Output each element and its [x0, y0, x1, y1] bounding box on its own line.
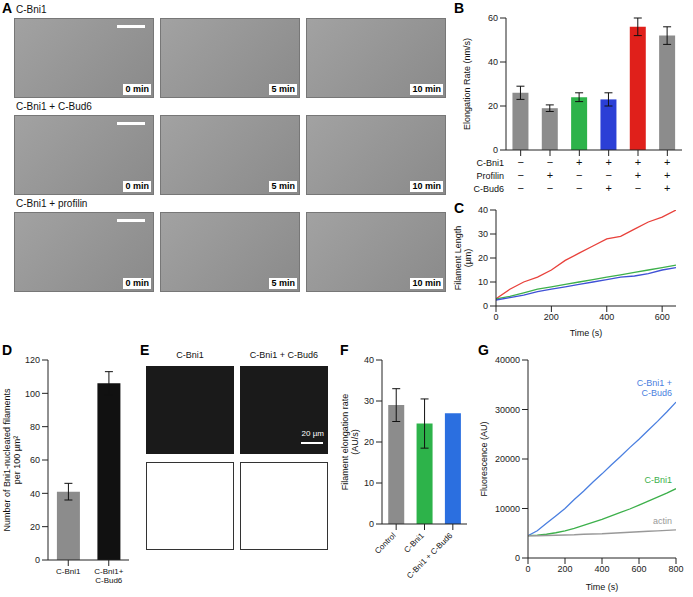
svg-text:C-Bni1 + C-Bud6: C-Bni1 + C-Bud6	[405, 531, 455, 581]
svg-text:40: 40	[488, 57, 498, 67]
svg-text:+: +	[547, 169, 553, 181]
html-text:C-Bni1 + C-Bud6: C-Bni1 + C-Bud6	[16, 101, 92, 112]
svg-text:10: 10	[364, 478, 374, 488]
svg-text:C-Bud6: C-Bud6	[473, 184, 504, 194]
svg-text:0: 0	[525, 564, 530, 574]
svg-text:Filament elongation rate(AU/s): Filament elongation rate(AU/s)	[340, 394, 360, 491]
svg-text:C-Bni1+C-Bud6: C-Bni1+C-Bud6	[94, 567, 123, 585]
svg-text:0: 0	[515, 553, 520, 563]
html-text:C: C	[454, 200, 465, 216]
svg-text:C-Bni1: C-Bni1	[476, 158, 504, 168]
svg-text:120: 120	[25, 355, 40, 365]
svg-text:−: −	[576, 169, 582, 181]
svg-text:−: −	[517, 169, 523, 181]
svg-text:40000: 40000	[495, 355, 520, 365]
svg-text:−: −	[547, 156, 553, 168]
svg-text:−: −	[635, 182, 641, 194]
html-text:B: B	[454, 0, 465, 16]
html-text:5 min: 5 min	[271, 181, 295, 191]
svg-text:−: −	[517, 182, 523, 194]
svg-text:600: 600	[631, 564, 646, 574]
svg-text:40: 40	[364, 355, 374, 365]
html-text:C-Bni1 + profilin: C-Bni1 + profilin	[16, 198, 88, 209]
svg-text:100: 100	[25, 389, 40, 399]
svg-text:+: +	[635, 169, 641, 181]
svg-text:C-Bni1: C-Bni1	[56, 567, 81, 576]
svg-text:−: −	[576, 182, 582, 194]
svg-text:10000: 10000	[495, 504, 520, 514]
svg-text:C-Bni1: C-Bni1	[644, 475, 672, 485]
html-text:D: D	[2, 342, 13, 358]
html-text:5 min: 5 min	[271, 278, 295, 288]
svg-text:400: 400	[599, 312, 614, 322]
svg-text:20: 20	[478, 253, 488, 263]
html-text:10 min: 10 min	[412, 84, 441, 94]
svg-text:0: 0	[35, 555, 40, 565]
svg-text:0: 0	[493, 312, 498, 322]
svg-text:30: 30	[478, 229, 488, 239]
svg-text:Profilin: Profilin	[476, 171, 504, 181]
svg-text:−: −	[605, 169, 611, 181]
html-text:A C-Bni1: A C-Bni1	[2, 0, 47, 16]
svg-text:40: 40	[478, 205, 488, 215]
svg-text:Filament Length(µm): Filament Length(µm)	[453, 226, 473, 291]
svg-text:800: 800	[668, 564, 683, 574]
svg-text:0: 0	[369, 519, 374, 529]
svg-text:Control: Control	[373, 531, 398, 556]
svg-text:20: 20	[488, 101, 498, 111]
html-text:C-Bni1: C-Bni1	[176, 350, 204, 360]
svg-text:20000: 20000	[495, 454, 520, 464]
svg-text:+: +	[605, 182, 611, 194]
html-text:G: G	[478, 342, 489, 358]
svg-text:C-Bni1 +C-Bud6: C-Bni1 +C-Bud6	[637, 378, 672, 398]
html-text:E: E	[140, 342, 150, 358]
svg-text:200: 200	[544, 312, 559, 322]
svg-text:30: 30	[364, 396, 374, 406]
svg-text:+: +	[576, 156, 582, 168]
svg-text:+: +	[605, 156, 611, 168]
svg-text:+: +	[664, 156, 670, 168]
html-text:0 min: 0 min	[125, 181, 149, 191]
html-text:C-Bni1 + C-Bud6: C-Bni1 + C-Bud6	[249, 350, 319, 360]
svg-text:80: 80	[30, 422, 40, 432]
svg-text:Time (s): Time (s)	[570, 328, 603, 338]
svg-text:40: 40	[30, 489, 40, 499]
html-text:0 min: 0 min	[125, 278, 149, 288]
svg-text:0: 0	[483, 301, 488, 311]
svg-text:0: 0	[493, 145, 498, 155]
svg-text:60: 60	[488, 13, 498, 23]
svg-text:Number of Bni1-nucleated filam: Number of Bni1-nucleated filamentsper 10…	[2, 388, 22, 532]
html-text:5 min: 5 min	[271, 84, 295, 94]
html-text:20 µm: 20 µm	[301, 429, 324, 438]
svg-text:+: +	[635, 156, 641, 168]
html-text:10 min: 10 min	[412, 181, 441, 191]
svg-text:Elongation Rate (nm/s): Elongation Rate (nm/s)	[462, 38, 472, 130]
svg-text:10: 10	[478, 277, 488, 287]
svg-text:C-Bni1: C-Bni1	[402, 531, 426, 555]
svg-text:400: 400	[594, 564, 609, 574]
svg-text:−: −	[547, 182, 553, 194]
html-text:F: F	[340, 342, 349, 358]
svg-text:600: 600	[655, 312, 670, 322]
svg-text:20: 20	[364, 437, 374, 447]
svg-text:200: 200	[557, 564, 572, 574]
svg-text:+: +	[664, 182, 670, 194]
svg-text:30000: 30000	[495, 405, 520, 415]
svg-text:Fluorescence (AU): Fluorescence (AU)	[479, 421, 489, 496]
svg-text:−: −	[517, 156, 523, 168]
svg-text:Time (s): Time (s)	[586, 582, 619, 592]
svg-text:20: 20	[30, 522, 40, 532]
html-text:10 min: 10 min	[412, 278, 441, 288]
svg-text:60: 60	[30, 455, 40, 465]
svg-text:+: +	[664, 169, 670, 181]
html-text:0 min: 0 min	[125, 84, 149, 94]
svg-text:actin: actin	[653, 516, 672, 526]
